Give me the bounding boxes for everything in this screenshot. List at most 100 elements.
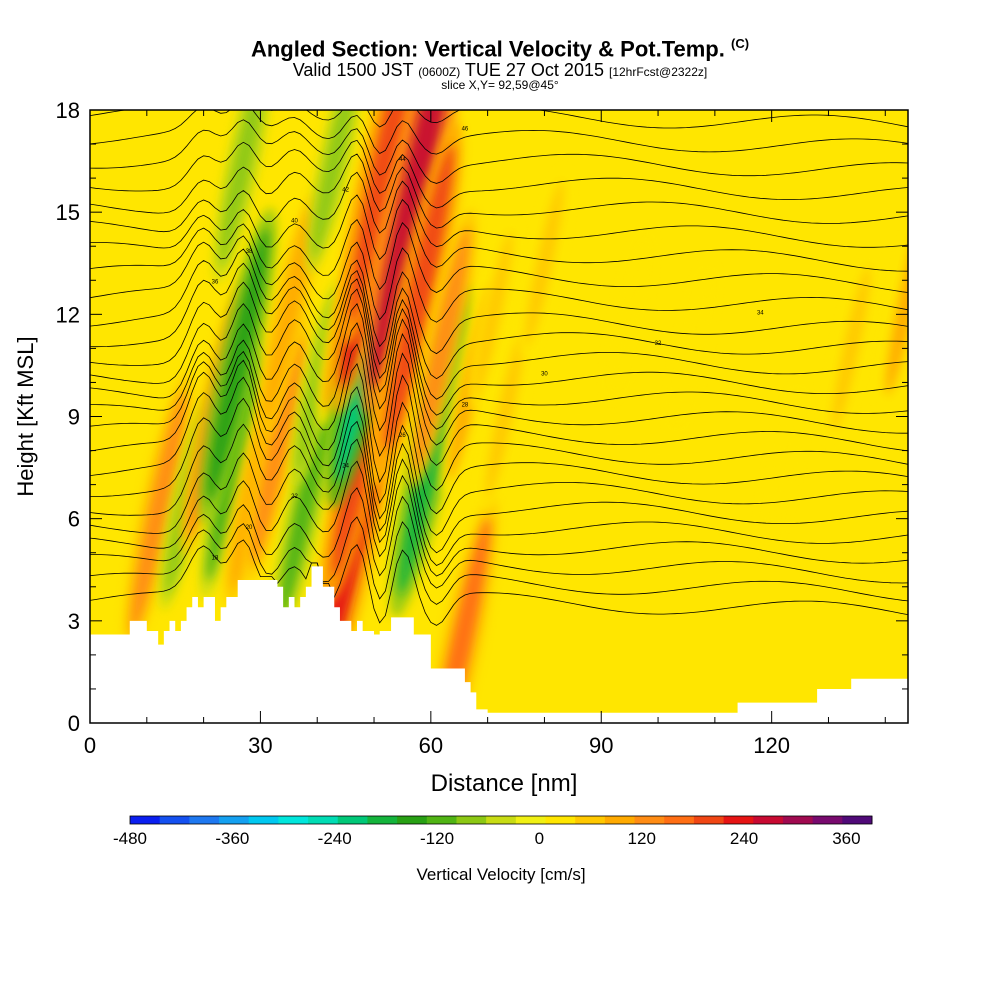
isentrope-line [90,397,908,536]
isentrope-label: 32 [655,341,662,347]
colorbar-tick-label: 360 [832,829,860,848]
colorbar-swatch [337,816,368,824]
colorbar-swatch [723,816,754,824]
isentrope-line [90,539,908,626]
isentrope-line [90,516,908,605]
velocity-cell [212,110,275,283]
colorbar-swatch [426,816,457,824]
velocity-cell [468,219,518,409]
ytick-label: 6 [68,507,80,532]
velocity-cell-core [264,208,313,420]
velocity-cell [244,320,311,582]
isentrope-line [90,6,908,41]
ytick-label: 12 [56,302,80,327]
isentrope-line [90,288,908,416]
colorbar-swatch [515,816,547,824]
isentrope-line [90,235,908,323]
forecast-hour: [12hrFcst@2322z] [609,65,708,79]
isentrope-line [90,420,908,554]
velocity-cell-core [832,266,871,431]
isentrope-label: 38 [246,249,253,255]
velocity-cell [376,121,463,473]
velocity-cell-core [130,390,186,634]
isentrope-line [90,359,908,491]
valid-zulu: (0600Z) [418,65,461,79]
isentrope-line [90,376,908,515]
isentrope-line [90,460,908,577]
colorbar-swatch [308,816,339,824]
velocity-cell-core [278,380,334,623]
velocity-cell-core [206,228,269,503]
velocity-cell-core [428,517,491,723]
xtick-label: 0 [84,733,96,758]
velocity-cell [480,321,530,512]
terrain [90,566,908,723]
colorbar-swatch [753,816,784,824]
isentrope-label: 18 [212,556,219,562]
ytick-label: 0 [68,711,80,736]
isentrope-line [90,278,908,400]
terrain-fill [90,566,908,723]
colorbar-swatch [189,816,220,824]
velocity-cell [826,253,876,443]
colorbar-swatch [664,816,695,824]
xtick-label: 120 [753,733,790,758]
velocity-cell-core [474,232,513,397]
colorbar: -480 -360 -240 -120 0 120 240 360 Vertical Veloc… [113,815,873,884]
velocity-cell-core [311,110,357,259]
colorbar-swatch [278,816,309,824]
velocity-cell [198,207,277,523]
colorbar-tick-label: 0 [535,829,544,848]
colorbar-swatch [812,816,843,824]
ytick-label: 18 [56,98,80,123]
valid-date: TUE 27 Oct 2015 [464,60,604,80]
colorbar-swatch [604,816,636,824]
velocity-cell [669,262,715,434]
isentrope-label: 34 [757,310,764,316]
colorbar-swatch [456,816,487,824]
isentrope-label: 24 [342,464,349,470]
y-axis-label: Height [Kft MSL] [13,336,38,496]
colorbar-tick-label: -120 [420,829,454,848]
colorbar-swatch [693,816,725,824]
colorbar-swatch [782,816,814,824]
isentrope-line [90,194,908,272]
xtick-label: 60 [419,733,443,758]
isentrope-line [90,487,908,589]
colorbar-swatch [130,816,161,824]
velocity-cell-core [251,337,304,565]
isentropes: 18 20 22 24 26 28 30 32 34 36 38 40 42 44 46 [90,6,908,626]
isentrope-line [90,153,908,229]
valid-prefix: Valid 1500 JST [292,60,414,80]
colorbar-tick-label: 120 [628,829,656,848]
chart-title: Angled Section: Vertical Velocity & Pot.… [0,36,1000,62]
ytick-label: 15 [56,200,80,225]
colorbar-tick-label: -240 [318,829,352,848]
colorbar-swatch [219,816,250,824]
isentrope-line [90,48,908,88]
isentrope-label: 36 [212,280,219,286]
isentrope-line [90,139,908,209]
isentrope-line [90,218,908,293]
velocity-cell [305,110,363,274]
colorbar-tick-label: 240 [730,829,758,848]
chart-title-main: Angled Section: Vertical Velocity & Pot.… [250,36,725,62]
velocity-cell [407,208,478,488]
velocity-cell-core [485,334,524,499]
slice-info: slice X,Y= 92,59@45° [441,78,559,92]
ytick-label: 3 [68,609,80,634]
velocity-cell [607,228,652,400]
isentrope-line [90,248,908,355]
isentrope-line [90,110,908,155]
velocity-cell [520,168,569,358]
colorbar-swatch [634,816,665,824]
xtick-label: 30 [248,733,272,758]
isentrope-label: 26 [399,433,406,439]
isentrope-label: 22 [291,494,298,500]
velocity-cell [420,497,499,723]
isentrope-label: 30 [541,372,548,378]
isentrope-line [90,171,908,248]
velocity-cell-core [370,110,457,387]
colorbar-label: Vertical Velocity [cm/s] [416,865,585,884]
